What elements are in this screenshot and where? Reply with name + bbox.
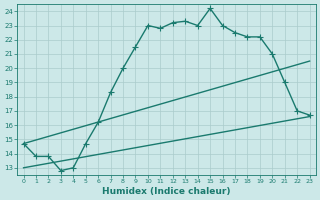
X-axis label: Humidex (Indice chaleur): Humidex (Indice chaleur) [102, 187, 231, 196]
